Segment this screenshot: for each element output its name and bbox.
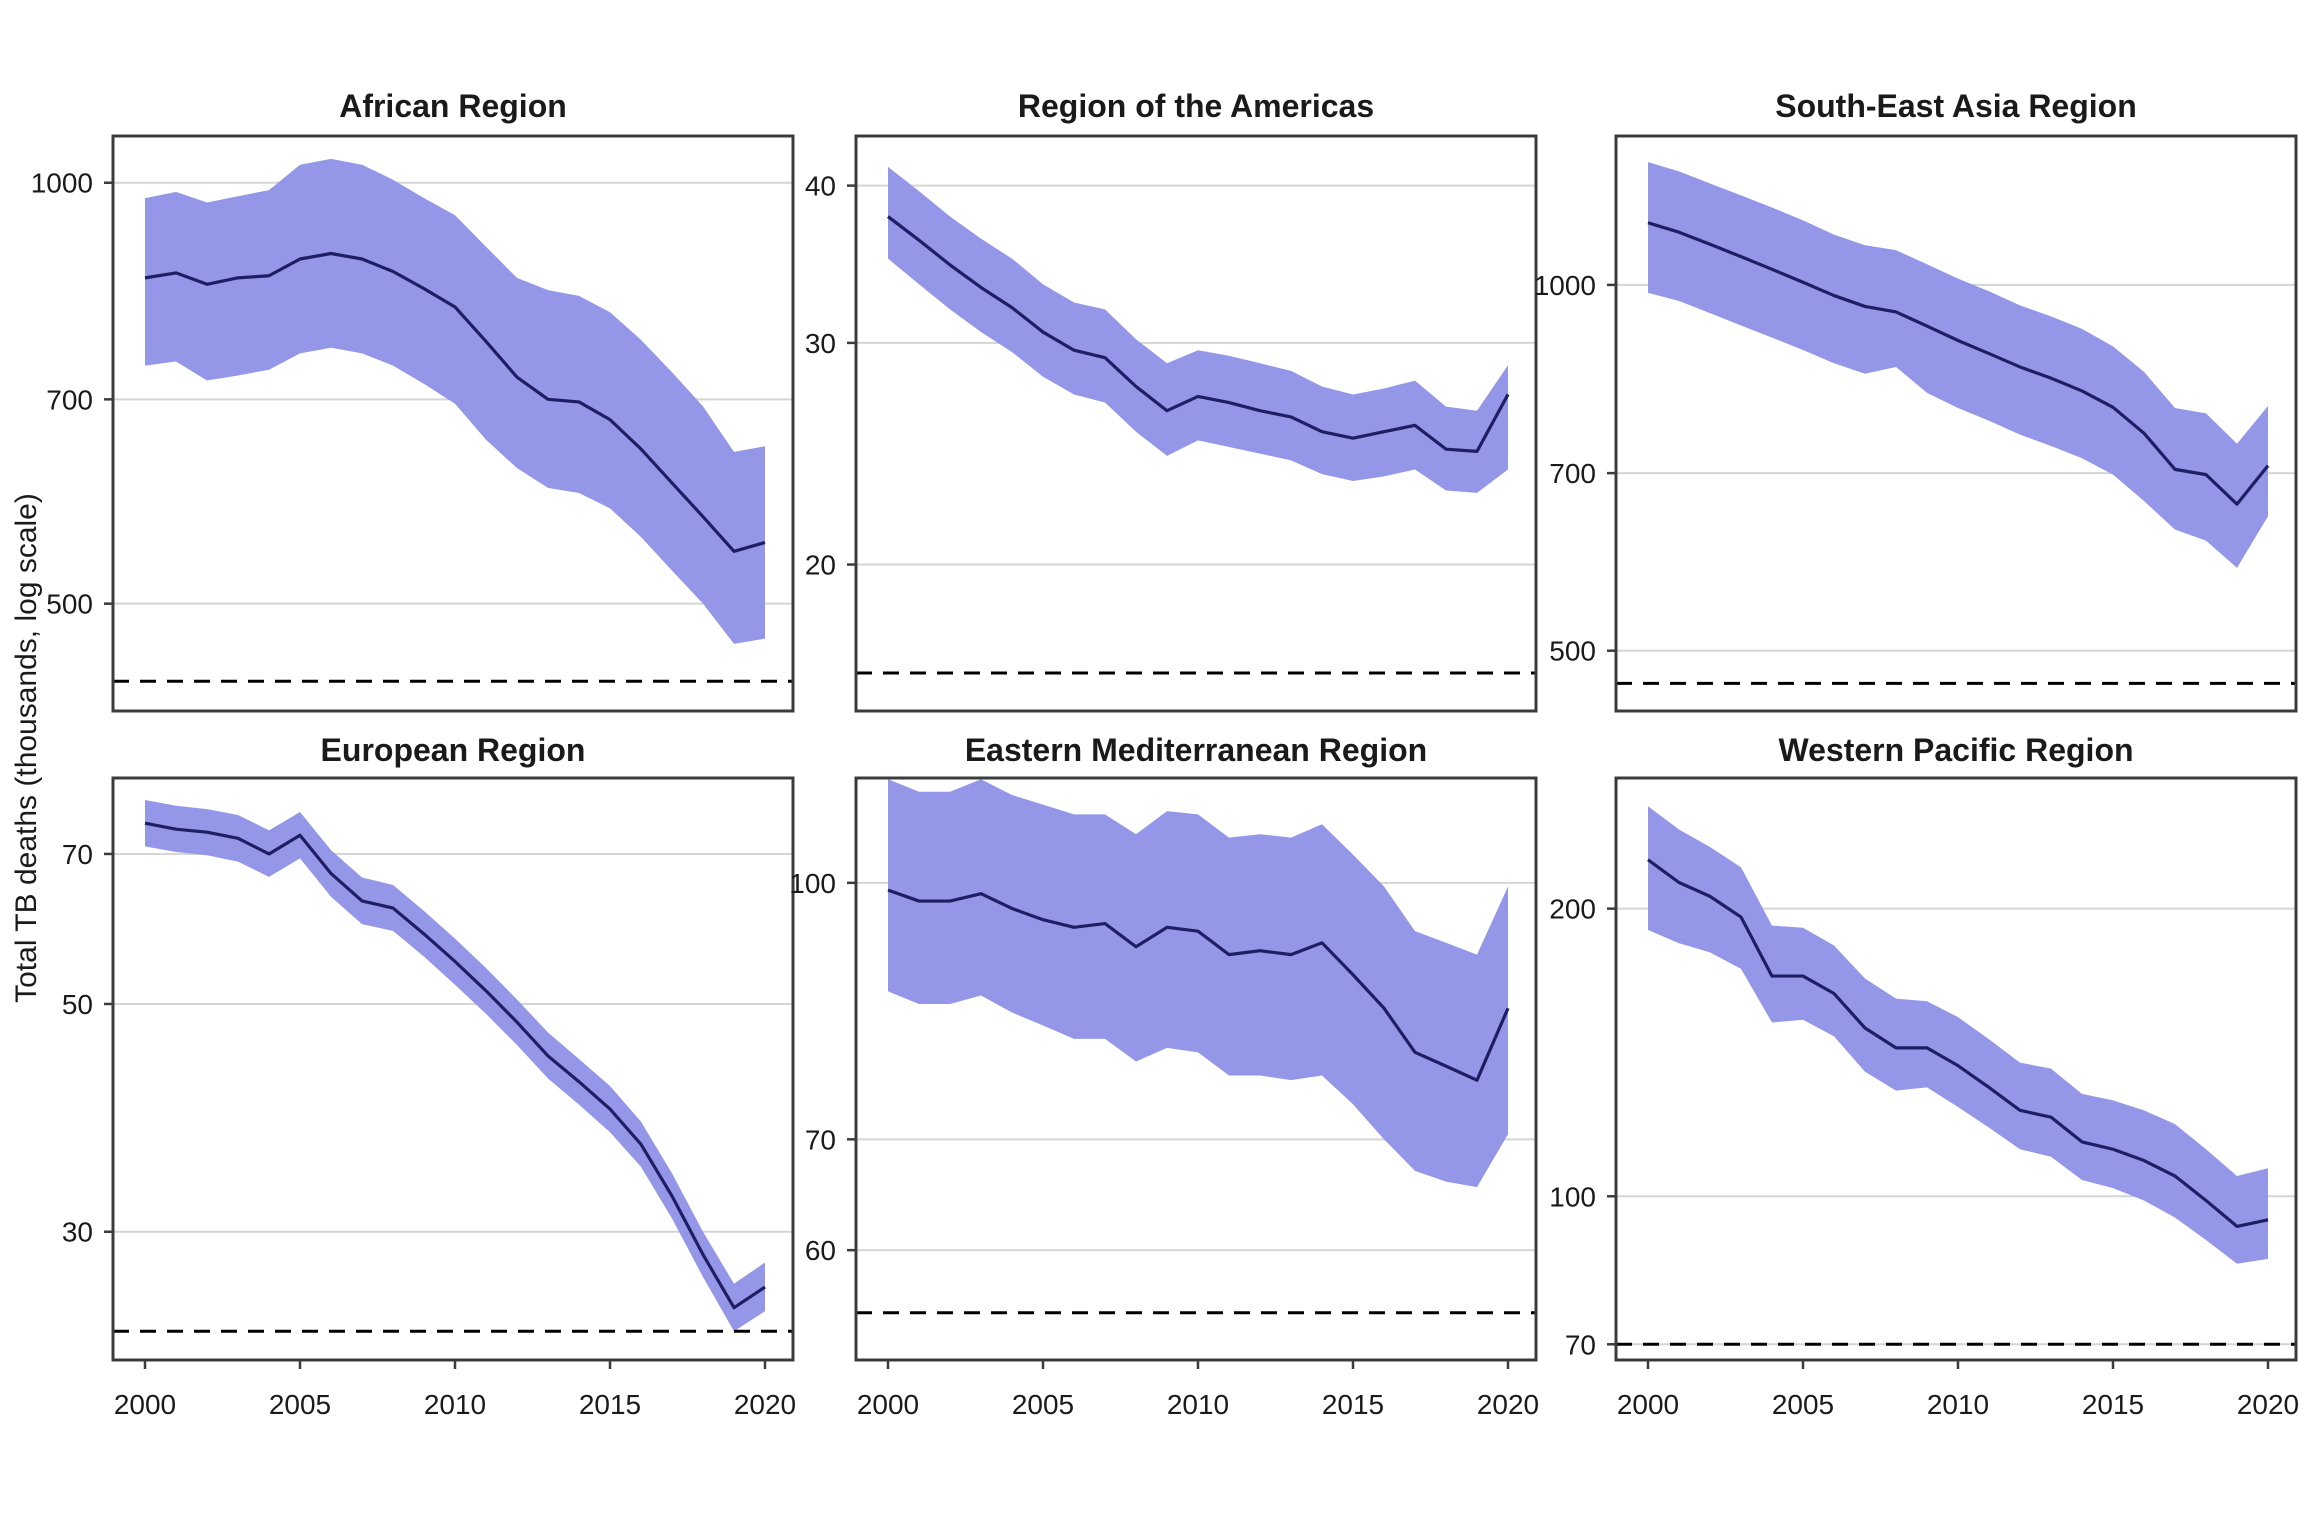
y-tick-label: 700 (1549, 458, 1596, 489)
x-tick-label: 2005 (1012, 1389, 1074, 1420)
panel-border (854, 776, 1538, 1362)
panel-border (854, 134, 1538, 713)
estimate-line (144, 251, 766, 553)
y-tick-label: 100 (789, 868, 836, 899)
y-tick-label: 1000 (1534, 270, 1596, 301)
panel-eastern-mediterranean-region: 100 70 60 2000 2005 2010 2015 2020 (789, 776, 1539, 1420)
y-tick-label: 500 (46, 589, 93, 620)
y-tick-label: 1000 (31, 168, 93, 199)
y-tick-label: 500 (1549, 636, 1596, 667)
y-tick-label: 70 (1565, 1329, 1596, 1360)
panel-title-western-pacific-region: Western Pacific Region (1778, 732, 2133, 768)
y-tick-label: 700 (46, 384, 93, 415)
estimate-line (887, 215, 1510, 453)
panel-western-pacific-region: 200 100 70 2000 2005 2010 2015 2020 (1549, 776, 2299, 1420)
x-tick-label: 2015 (1322, 1389, 1384, 1420)
x-tick-label: 2000 (1617, 1389, 1679, 1420)
y-axis-label: Total TB deaths (thousands, log scale) (10, 493, 43, 1003)
panel-south-east-asia-region: 1000 700 500 (1534, 134, 2298, 713)
uncertainty-band (888, 779, 1508, 1188)
uncertainty-band (1648, 162, 2268, 568)
estimate-line (144, 821, 766, 1310)
y-tick-label: 70 (805, 1124, 836, 1155)
panel-border (111, 134, 795, 713)
x-tick-label: 2005 (269, 1389, 331, 1420)
panel-region-of-the-americas: 40 30 20 (805, 134, 1538, 713)
uncertainty-band (145, 158, 765, 644)
panel-title-region-of-the-americas: Region of the Americas (1018, 88, 1374, 124)
panel-border (1614, 134, 2298, 713)
uncertainty-band (888, 166, 1508, 493)
y-tick-label: 20 (805, 550, 836, 581)
panel-title-eastern-mediterranean-region: Eastern Mediterranean Region (965, 732, 1427, 768)
x-tick-label: 2015 (2082, 1389, 2144, 1420)
x-tick-label: 2020 (734, 1389, 796, 1420)
y-tick-label: 100 (1549, 1181, 1596, 1212)
y-tick-label: 40 (805, 171, 836, 202)
x-tick-label: 2015 (579, 1389, 641, 1420)
y-tick-label: 50 (62, 989, 93, 1020)
x-tick-label: 2010 (1927, 1389, 1989, 1420)
panel-european-region: 70 50 30 2000 2005 2010 2015 2020 (62, 776, 796, 1420)
estimate-line (1647, 221, 2270, 506)
uncertainty-band (1648, 806, 2268, 1264)
x-tick-label: 2020 (2237, 1389, 2299, 1420)
panel-title-south-east-asia-region: South-East Asia Region (1775, 88, 2137, 124)
panel-african-region: 1000 700 500 (31, 134, 795, 713)
panel-border (111, 776, 795, 1362)
y-tick-label: 30 (62, 1217, 93, 1248)
x-tick-label: 2000 (857, 1389, 919, 1420)
x-tick-label: 2020 (1477, 1389, 1539, 1420)
x-tick-label: 2000 (114, 1389, 176, 1420)
y-tick-label: 60 (805, 1235, 836, 1266)
x-tick-label: 2005 (1772, 1389, 1834, 1420)
y-tick-label: 200 (1549, 894, 1596, 925)
estimate-line (1647, 858, 2269, 1228)
x-tick-label: 2010 (1167, 1389, 1229, 1420)
x-tick-label: 2010 (424, 1389, 486, 1420)
panel-title-european-region: European Region (321, 732, 586, 768)
uncertainty-band (145, 800, 765, 1332)
estimate-line (887, 888, 1510, 1082)
y-tick-label: 30 (805, 328, 836, 359)
panel-title-african-region: African Region (339, 88, 567, 124)
panel-border (1614, 776, 2298, 1362)
y-tick-label: 70 (62, 839, 93, 870)
